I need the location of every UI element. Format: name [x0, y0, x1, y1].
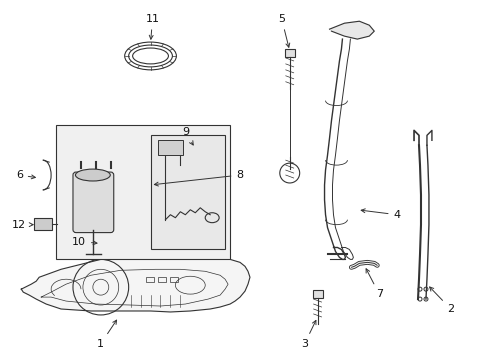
Text: 4: 4 — [361, 209, 400, 220]
Bar — [34, 218, 52, 230]
Text: 10: 10 — [72, 237, 97, 247]
Text: 2: 2 — [429, 287, 453, 314]
Text: 3: 3 — [301, 320, 315, 349]
Text: 5: 5 — [278, 14, 289, 47]
Polygon shape — [329, 21, 373, 39]
Text: 8: 8 — [154, 170, 243, 186]
Bar — [150, 135, 224, 249]
Bar — [158, 140, 183, 155]
Polygon shape — [21, 256, 249, 312]
Text: 12: 12 — [12, 220, 33, 230]
Text: 7: 7 — [366, 269, 382, 299]
Bar — [170, 277, 178, 282]
Text: 1: 1 — [97, 320, 116, 349]
Bar — [158, 277, 166, 282]
Bar — [312, 290, 322, 298]
Bar — [284, 49, 294, 57]
Text: 9: 9 — [182, 127, 193, 145]
FancyBboxPatch shape — [73, 172, 114, 233]
Text: 11: 11 — [145, 14, 159, 39]
Bar — [145, 277, 153, 282]
Text: 6: 6 — [16, 170, 35, 180]
Bar — [56, 125, 230, 260]
Ellipse shape — [75, 169, 110, 181]
